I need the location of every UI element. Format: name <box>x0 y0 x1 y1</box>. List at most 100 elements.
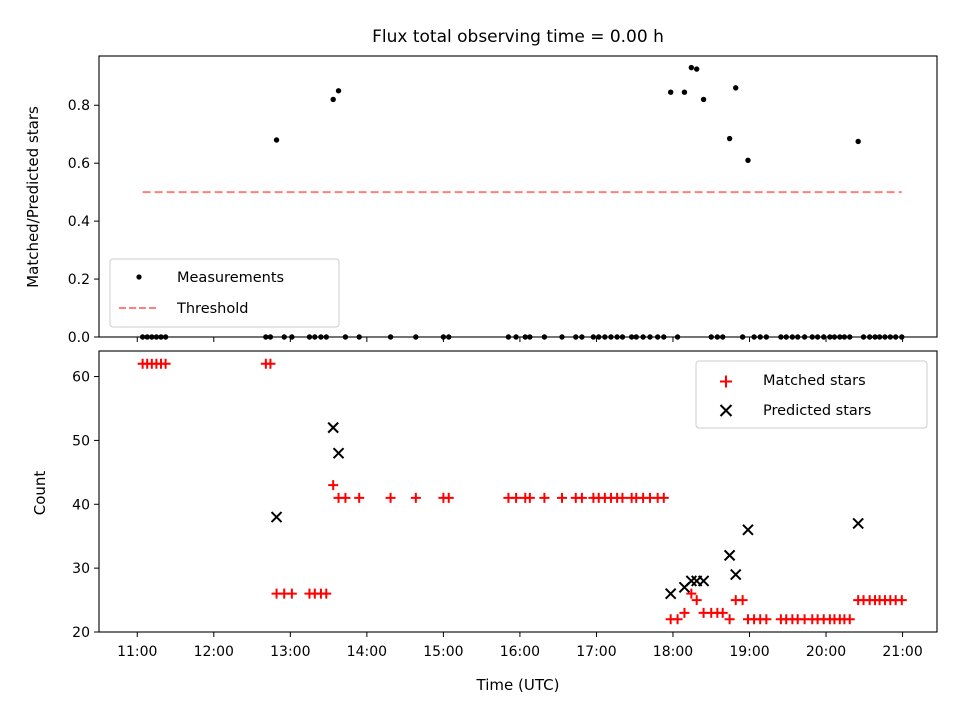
panel-counts-y-ticks: 20 30 40 50 60 <box>72 370 99 641</box>
x-axis-label: Time (UTC) <box>476 676 560 694</box>
measurement-point <box>579 334 585 340</box>
y-tick-label: 0.8 <box>68 98 90 114</box>
legend-measurements-marker <box>136 274 142 280</box>
measurement-point <box>356 334 362 340</box>
x-tick-label: 17:00 <box>576 644 616 660</box>
x-tick-label: 15:00 <box>423 644 463 660</box>
measurement-point <box>714 334 721 340</box>
measurement-point <box>872 334 878 340</box>
panel-ratio-legend: Measurements Threshold <box>109 258 340 328</box>
panel-ratio-y-axis-label: Matched/Predicted stars <box>24 106 42 288</box>
measurement-point <box>590 334 597 340</box>
x-tick-label: 20:00 <box>806 644 846 660</box>
measurement-point <box>688 64 695 71</box>
matched-star-marker <box>328 480 339 491</box>
legend-matched-marker <box>720 375 732 388</box>
measurement-point <box>876 334 883 340</box>
measurement-point <box>596 334 602 340</box>
matched-star-marker <box>385 492 396 503</box>
measurement-points-group <box>139 64 905 340</box>
measurement-point <box>608 334 614 340</box>
matched-star-marker <box>679 607 690 618</box>
measurement-point <box>640 334 646 340</box>
measurement-point <box>273 137 280 143</box>
predicted-star-marker <box>327 421 339 434</box>
measurement-point <box>778 334 784 340</box>
matched-star-marker <box>724 614 735 625</box>
measurement-point <box>693 66 700 72</box>
panel-counts-legend: Matched stars Predicted stars <box>695 360 928 429</box>
measurement-point <box>318 334 324 340</box>
matched-star-marker <box>286 588 297 599</box>
measurement-point <box>720 334 726 340</box>
measurement-point <box>739 334 746 340</box>
measurement-point <box>139 334 146 340</box>
panel-ratio: 0.00.20.40.60.8 Matched/Predicted stars … <box>24 55 938 346</box>
measurement-point <box>801 334 808 340</box>
matched-star-marker <box>844 614 855 625</box>
measurement-point <box>831 334 838 340</box>
matched-star-marker <box>321 588 332 599</box>
matched-star-marker <box>557 492 568 503</box>
measurement-point <box>306 334 313 340</box>
y-tick-label: 30 <box>72 561 90 577</box>
measurement-point <box>763 334 770 340</box>
panel-counts-x-ticks: 11:00 12:00 13:00 14:00 15:00 16:00 17:00 18:00… <box>117 632 923 660</box>
measurement-point <box>892 334 899 340</box>
measurement-point <box>573 334 579 340</box>
measurement-point <box>821 334 827 340</box>
predicted-star-marker <box>852 517 864 530</box>
y-tick-label: 60 <box>72 370 90 386</box>
x-tick-label: 12:00 <box>194 644 234 660</box>
measurement-point <box>633 334 639 340</box>
panel-ratio-legend-frame <box>109 258 340 328</box>
matched-star-marker <box>691 595 702 606</box>
measurement-point <box>647 334 653 340</box>
measurement-point <box>745 157 751 163</box>
matched-star-marker <box>443 492 454 503</box>
x-tick-label: 11:00 <box>117 644 157 660</box>
x-tick-label: 19:00 <box>729 644 769 660</box>
measurement-point <box>602 334 608 340</box>
matched-star-marker <box>576 492 587 503</box>
measurement-point <box>513 334 519 340</box>
matched-star-marker <box>410 492 421 503</box>
measurement-point <box>887 334 894 340</box>
predicted-star-marker <box>332 447 345 459</box>
measurement-point <box>312 334 318 340</box>
panel-ratio-x-ticks <box>136 337 904 342</box>
measurement-point <box>795 334 801 340</box>
measurement-point <box>335 88 342 94</box>
measurement-point <box>387 334 394 340</box>
measurement-point <box>527 334 533 340</box>
measurement-point <box>841 334 848 340</box>
measurement-point <box>628 334 635 340</box>
measurement-point <box>860 334 867 340</box>
x-tick-label: 16:00 <box>500 644 540 660</box>
legend-matched-label: Matched stars <box>763 373 866 389</box>
measurement-point <box>837 334 843 340</box>
predicted-stars-group <box>270 421 864 600</box>
measurement-point <box>330 96 336 103</box>
matched-star-marker <box>672 614 683 625</box>
measurement-point <box>855 138 861 145</box>
measurement-point <box>559 334 565 340</box>
measurement-point <box>281 334 287 340</box>
legend-predicted-label: Predicted stars <box>763 403 871 419</box>
y-tick-label: 0.2 <box>68 272 90 288</box>
measurement-point <box>323 334 329 340</box>
measurement-point <box>882 334 888 340</box>
measurement-point <box>614 334 620 340</box>
measurement-point <box>708 334 714 340</box>
measurement-point <box>751 334 757 340</box>
measurement-point <box>733 85 739 91</box>
predicted-star-marker <box>697 575 710 587</box>
matched-star-marker <box>658 492 669 503</box>
measurement-point <box>899 334 905 340</box>
measurement-point <box>827 334 833 340</box>
measurement-point <box>866 334 873 340</box>
matched-star-marker <box>524 492 535 503</box>
measurement-point <box>446 334 452 340</box>
y-tick-label: 0.4 <box>68 214 90 230</box>
